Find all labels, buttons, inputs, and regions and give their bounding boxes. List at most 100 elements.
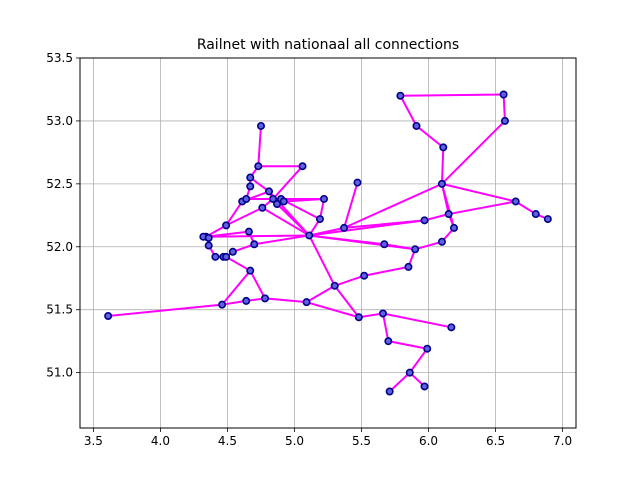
station-node [258, 203, 267, 212]
connection-edge [381, 312, 390, 343]
station-node [420, 382, 429, 391]
connection-edge [249, 269, 266, 300]
station-node [444, 210, 453, 219]
station-node [384, 337, 393, 346]
station-node [269, 194, 278, 203]
station-node [298, 162, 307, 171]
station-node [222, 221, 231, 230]
connection-edge [440, 119, 506, 185]
station-node [420, 216, 429, 225]
station-node [447, 323, 456, 332]
connection-edge [343, 181, 359, 229]
connection-edge [440, 182, 517, 203]
connection-edge [363, 265, 410, 277]
station-node [340, 223, 349, 232]
x-tick-label: 5.0 [285, 434, 304, 448]
station-node [500, 116, 509, 125]
station-node [242, 194, 251, 203]
y-tick-label: 51.0 [46, 366, 73, 380]
station-node [211, 252, 220, 261]
station-node [499, 90, 508, 99]
station-node [412, 121, 421, 130]
connection-edge [381, 312, 453, 329]
connection-edge [221, 299, 248, 306]
x-axis-ticks: 3.5 4.0 4.5 5.0 5.5 6.0 6.5 7.0 [84, 428, 572, 448]
station-node [260, 294, 269, 303]
connection-edge [447, 200, 517, 216]
connection-edge [253, 234, 311, 246]
station-node [246, 173, 255, 182]
connection-edge [272, 165, 304, 200]
connection-edge [225, 255, 252, 272]
station-node [315, 215, 324, 224]
x-tick-label: 6.0 [419, 434, 438, 448]
station-node [531, 210, 540, 219]
station-node [404, 262, 413, 271]
station-node [273, 199, 282, 208]
connection-edge [263, 297, 308, 304]
y-tick-label: 52.5 [46, 177, 73, 191]
station-node [353, 178, 362, 187]
connection-edge [399, 93, 505, 97]
x-tick-label: 5.5 [352, 434, 371, 448]
y-tick-label: 53.0 [46, 114, 73, 128]
x-tick-label: 4.0 [151, 434, 170, 448]
station-node [543, 215, 552, 224]
station-node [265, 187, 274, 196]
connection-edge [343, 182, 443, 229]
station-node [242, 296, 251, 305]
station-nodes [104, 90, 552, 396]
connection-edge [333, 274, 366, 287]
station-node [411, 245, 420, 254]
y-tick-label: 51.5 [46, 303, 73, 317]
connection-edge [423, 213, 450, 222]
connection-edge [408, 347, 429, 374]
connection-edge [225, 206, 264, 227]
connection-edge [308, 219, 426, 237]
connection-edge [261, 206, 311, 237]
x-tick-label: 3.5 [84, 434, 103, 448]
station-node [246, 182, 255, 191]
station-node [437, 179, 446, 188]
connection-edge [357, 312, 384, 319]
connection-edge [257, 124, 262, 168]
station-node [439, 143, 448, 152]
station-node [228, 247, 237, 256]
connection-edge [387, 340, 429, 350]
connection-edge [205, 234, 311, 238]
station-node [204, 233, 213, 242]
connection-edge [205, 230, 250, 238]
connection-edge [221, 269, 252, 306]
station-node [405, 368, 414, 377]
connection-edge [308, 234, 336, 287]
station-node [423, 344, 432, 353]
connection-edge [308, 234, 417, 251]
station-node [302, 298, 311, 307]
connection-edge [415, 124, 445, 149]
connection-edge [414, 240, 443, 251]
connection-edge [502, 93, 506, 122]
x-tick-label: 6.5 [486, 434, 505, 448]
station-node [319, 194, 328, 203]
connection-edge [399, 94, 418, 127]
station-node [279, 197, 288, 206]
station-node [256, 121, 265, 130]
station-node [396, 91, 405, 100]
station-node [305, 231, 314, 240]
station-node [380, 240, 389, 249]
station-node [354, 313, 363, 322]
station-node [204, 241, 213, 250]
station-node [104, 311, 113, 320]
station-node [222, 252, 231, 261]
y-axis-ticks: 51.0 51.5 52.0 52.5 53.0 53.5 [46, 51, 80, 380]
station-node [385, 387, 394, 396]
connection-edge [308, 226, 346, 237]
station-node [244, 227, 253, 236]
y-tick-label: 53.5 [46, 51, 73, 65]
station-node [330, 281, 339, 290]
connection-edge [305, 284, 336, 304]
station-node [218, 300, 227, 309]
x-tick-label: 7.0 [553, 434, 572, 448]
